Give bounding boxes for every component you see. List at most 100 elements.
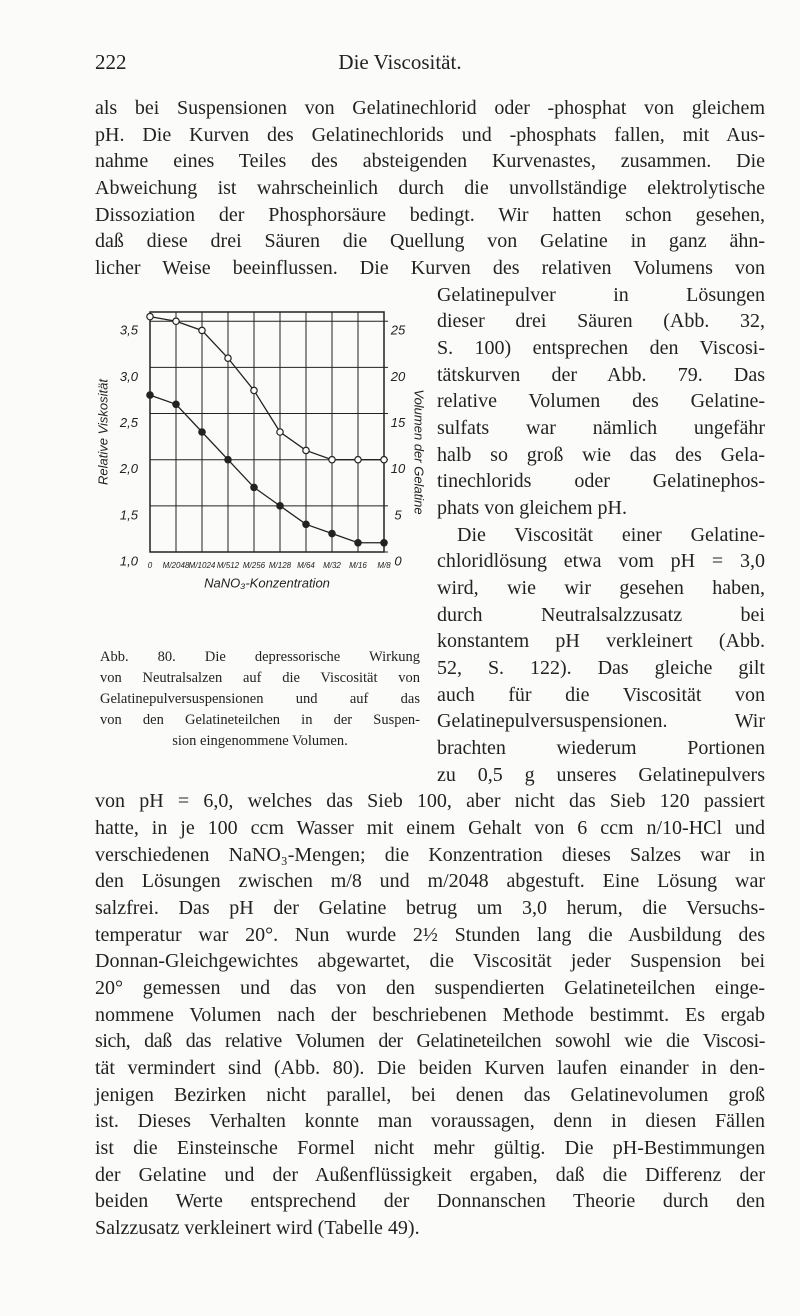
x-axis-title: NaNO₃-Konzentration [204,575,330,590]
text-line: nahme eines Teiles des absteigenden Kurv… [95,150,765,173]
text-line: dieser drei Säuren (Abb. 32, [437,310,765,333]
text-line: sulfats war nämlich ungefähr [437,417,765,440]
text-line: Die Viscosität einer Gelatine- [457,523,765,546]
series-line [149,315,384,461]
data-point [354,455,362,464]
x-tick-label: M/2048 [163,561,190,570]
data-point [302,520,310,529]
y2-tick-label: 25 [390,323,406,338]
text-line: relative Volumen des Gelatine- [437,390,765,413]
data-point [198,428,206,436]
y-tick-label: 1,0 [120,553,139,568]
text-line: Gelatinepulversuspensionen. Wir [437,710,765,733]
text-line: tinechlorids oder Gelatinephos- [437,470,765,493]
data-point [172,400,180,409]
text-line: brachten wiederum Portionen [437,737,765,760]
text-line: ist die Einsteinsche Formel nicht mehr g… [95,1137,765,1160]
y2-tick-label: 20 [390,369,406,384]
y-axis-title: Relative Viskosität [95,378,110,485]
text-line: halb so groß wie das des Gela- [437,443,765,466]
figure: 1,0 1,5 2,0 2,5 3,0 3,5 0 5 10 15 20 25 0 M/2048 M/102… [95,311,427,590]
text-line: Gelatinepulver in Lösungen [437,283,765,306]
y2-axis-title: Volumen der Gelatine [412,389,427,514]
text-line: jenigen Bezirken nicht parallel, bei den… [95,1083,765,1106]
text-line: nommene Volumen nach der beschriebenen M… [95,1003,765,1026]
caption-line: von den Gelatineteilchen in der Suspen- [100,712,420,728]
data-point [328,455,336,464]
data-point [250,483,258,492]
x-tick-label: M/256 [243,561,266,570]
data-point [328,529,336,538]
data-point [380,455,388,464]
text-line: auch für die Viscosität von [437,683,765,706]
data-point [276,428,284,436]
x-tick-label: M/8 [377,561,391,570]
y-tick-label: 2,5 [119,415,139,430]
y2-tick-label: 5 [394,507,402,522]
x-tick-label: M/16 [349,561,367,570]
text-line: Dissoziation der Phosphorsäure bedingt. … [95,203,765,226]
y2-tick-label: 15 [391,415,406,430]
y-tick-label: 1,5 [120,507,139,522]
caption-line: Gelatinepulversuspensionen und auf das [100,691,420,707]
x-tick-label: 0 [148,561,153,570]
text-line: hatte, in je 100 ccm Wasser mit einem Ge… [95,817,765,840]
data-point [172,317,180,326]
data-point [224,455,232,464]
data-point [276,502,284,510]
text-line: zu 0,5 g unseres Gelatinepulvers [437,763,765,786]
x-tick-label: M/32 [323,561,341,570]
page-number: 222 [95,50,127,74]
text-line: wird, wie wir gesehen haben, [437,577,765,600]
text-line: als bei Suspensionen von Gelatinechlorid… [95,97,765,119]
text-line: pH. Die Kurven des Gelatinechlorids und … [95,123,765,146]
text-line: verschiedenen NaNO₃-Mengen; die Konzentr… [95,843,765,866]
caption-line: von Neutralsalzen auf die Viscosität von [100,670,420,686]
data-point [250,386,258,395]
x-tick-label: M/128 [269,561,292,570]
x-tick-label: M/512 [217,561,240,570]
text-line: ist. Dieses Verhalten konnte man vorauss… [95,1110,765,1133]
plot-frame [149,311,385,553]
text-line: tätskurven der Abb. 79. Das [437,363,765,386]
text-line: 20° gemessen und das von den suspendiert… [95,977,765,1000]
text-line: tät vermindert sind (Abb. 80). Die beide… [95,1057,765,1080]
running-title: Die Viscosität. [338,50,462,74]
caption-line: Abb. 80. Die depressorische Wirkung [100,649,420,665]
series-line [149,394,384,544]
y-tick-label: 3,5 [120,323,139,338]
data-point [146,312,154,321]
text-line: Salzzusatz verkleinert wird (Tabelle 49)… [95,1217,420,1240]
caption-line: sion eingenommene Volumen. [172,733,348,749]
text-line: sich, daß das relative Volumen der Gelat… [95,1030,765,1053]
text-line: von pH = 6,0, welches das Sieb 100, aber… [95,790,765,813]
y2-tick-label: 0 [394,553,402,568]
text-line: konstantem pH verkleinert (Abb. [437,630,765,653]
data-point [380,538,388,547]
data-point [146,391,154,399]
text-line: phats von gleichem pH. [437,497,627,520]
text-line: licher Weise beeinflussen. Die Kurven de… [95,257,765,280]
data-point [224,354,232,362]
text-line: daß diese drei Säuren die Quellung von G… [95,230,765,253]
text-line: den Lösungen zwischen m/8 und m/2048 abg… [95,870,765,893]
data-point [354,538,362,547]
data-point [198,326,206,335]
text-line: der Gelatine und der Außenflüssigkeit er… [95,1163,765,1186]
y-tick-label: 3,0 [120,369,139,384]
text-line: S. 100) entsprechen den Viscosi- [437,337,765,360]
y-tick-label: 2,0 [119,461,139,476]
data-point [302,446,310,455]
text-line: temperatur war 20°. Nun wurde 2½ Stunden… [95,923,765,946]
text-line: chloridlösung etwa vom pH = 3,0 [437,550,765,573]
y2-tick-label: 10 [391,461,406,476]
text-line: salzfrei. Das pH der Gelatine betrug um … [95,897,765,920]
x-tick-label: M/64 [297,561,315,570]
text-line: Abweichung ist wahrscheinlich durch die … [95,177,765,199]
text-line: durch Neutralsalzzusatz bei [437,603,765,626]
text-line: Donnan-Gleichgewichtes abgewartet, die V… [95,950,765,973]
text-line: 52, S. 122). Das gleiche gilt [437,657,765,680]
x-tick-label: M/1024 [189,561,216,570]
text-line: beiden Werte entsprechend der Donnansche… [95,1190,765,1213]
